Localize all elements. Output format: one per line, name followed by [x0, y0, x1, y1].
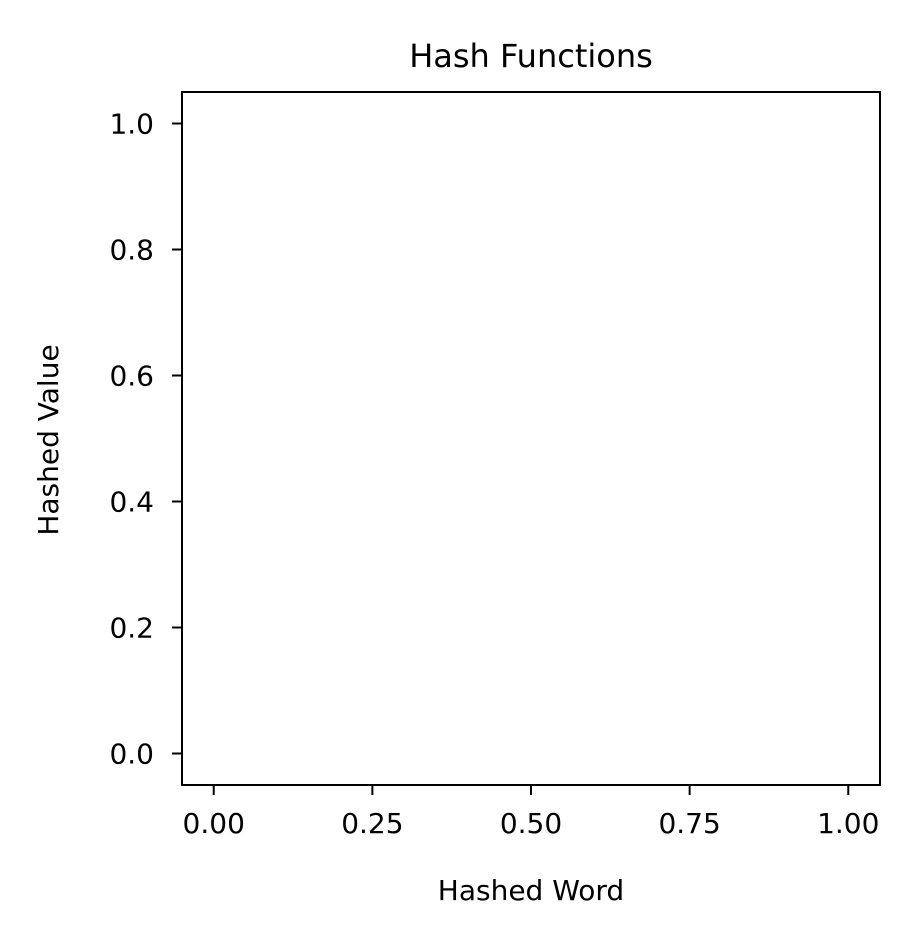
y-tick-label: 0.8 — [109, 234, 154, 267]
x-tick-label: 1.00 — [817, 807, 879, 840]
chart-title: Hash Functions — [409, 37, 653, 75]
plot-area — [181, 91, 881, 786]
y-tick-label: 1.0 — [109, 108, 154, 141]
x-tick-label: 0.00 — [183, 807, 245, 840]
x-axis-label: Hashed Word — [438, 874, 624, 907]
y-tick-label: 0.4 — [109, 486, 154, 519]
plot-frame — [181, 91, 881, 786]
x-tick-label: 0.75 — [658, 807, 720, 840]
y-tick-label: 0.2 — [109, 612, 154, 645]
x-tick-label: 0.25 — [341, 807, 403, 840]
x-tick-label: 0.50 — [500, 807, 562, 840]
y-axis-label: Hashed Value — [32, 344, 65, 535]
x-axis-ticks: 0.00 0.25 0.50 0.75 1.00 — [183, 785, 879, 840]
y-tick-label: 0.0 — [109, 738, 154, 771]
y-tick-label: 0.6 — [109, 360, 154, 393]
y-axis-ticks: 0.0 0.2 0.4 0.6 0.8 1.0 — [109, 108, 182, 771]
